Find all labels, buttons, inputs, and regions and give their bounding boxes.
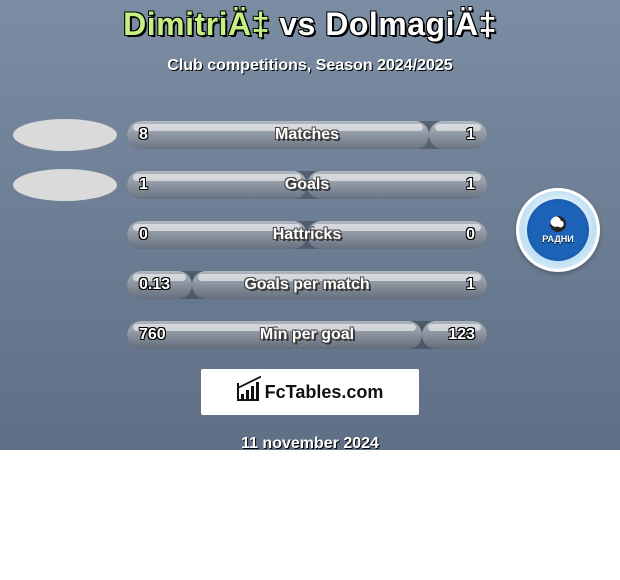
player1-name: DimitriÄ‡ [123, 6, 270, 42]
stat-row: 11Goals [0, 169, 620, 201]
stat-bar: 0.131Goals per match [127, 271, 487, 299]
player1-avatar-slot [13, 269, 117, 301]
subtitle: Club competitions, Season 2024/2025 [0, 57, 620, 75]
stat-label: Goals per match [127, 271, 487, 299]
player1-avatar-slot [13, 119, 117, 151]
football-icon [550, 216, 566, 232]
stat-row: 0.131Goals per match [0, 269, 620, 301]
vs-label: vs [279, 6, 316, 42]
stat-row: 81Matches [0, 119, 620, 151]
stat-bar: 81Matches [127, 121, 487, 149]
stat-row: 760123Min per goal [0, 319, 620, 351]
club-name: РАДНИ [542, 234, 573, 244]
player1-avatar-slot [13, 219, 117, 251]
player-silhouette-icon [13, 119, 117, 151]
player2-name: DolmagiÄ‡ [325, 6, 497, 42]
stat-label: Matches [127, 121, 487, 149]
player2-avatar-slot [497, 319, 607, 351]
source-logo: FcTables.com [201, 369, 419, 415]
club-badge-inner: РАДНИ [527, 199, 589, 261]
page-title: DimitriÄ‡ vs DolmagiÄ‡ [0, 6, 620, 43]
player-silhouette-icon [13, 169, 117, 201]
player1-avatar-slot [13, 169, 117, 201]
player2-avatar-slot [497, 119, 607, 151]
date-label: 11 november 2024 [0, 435, 620, 453]
stat-bar: 00Hattricks [127, 221, 487, 249]
stat-label: Goals [127, 171, 487, 199]
club-badge: РАДНИ [516, 188, 600, 272]
comparison-card: DimitriÄ‡ vs DolmagiÄ‡ Club competitions… [0, 0, 620, 450]
player1-avatar-slot [13, 319, 117, 351]
player2-avatar-slot [497, 269, 607, 301]
stat-bar: 760123Min per goal [127, 321, 487, 349]
chart-icon [237, 383, 259, 401]
stat-label: Hattricks [127, 221, 487, 249]
logo-text: FcTables.com [265, 382, 384, 403]
stat-label: Min per goal [127, 321, 487, 349]
stat-bar: 11Goals [127, 171, 487, 199]
